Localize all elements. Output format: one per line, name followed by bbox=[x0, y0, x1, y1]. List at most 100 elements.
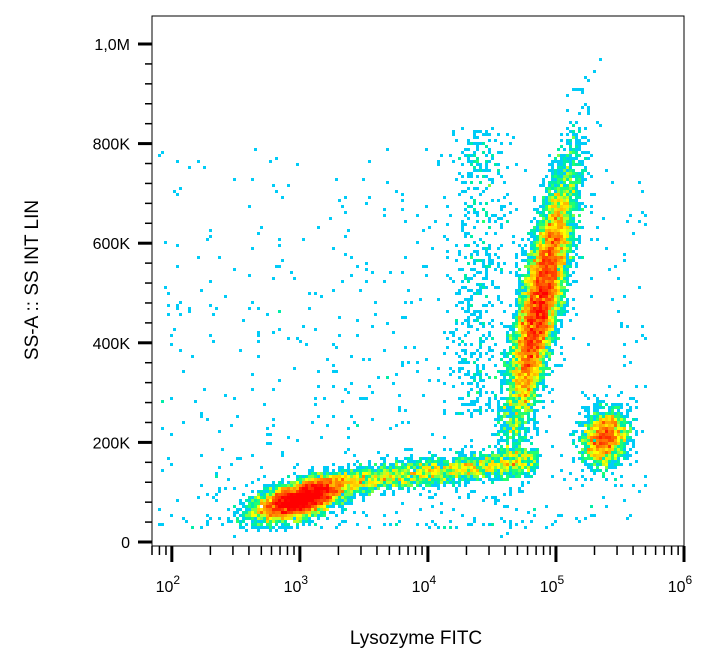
event-bin bbox=[488, 265, 491, 268]
event-bin bbox=[458, 250, 461, 253]
event-bin bbox=[605, 415, 608, 418]
event-bin bbox=[515, 397, 518, 400]
event-bin bbox=[527, 325, 530, 328]
event-bin bbox=[527, 394, 530, 397]
x-tick-label: 104 bbox=[412, 573, 437, 596]
event-bin bbox=[278, 502, 281, 505]
event-bin bbox=[539, 328, 542, 331]
event-bin bbox=[356, 484, 359, 487]
event-bin bbox=[572, 271, 575, 274]
event-bin bbox=[578, 139, 581, 142]
event-bin bbox=[554, 157, 557, 160]
event-bin bbox=[305, 493, 308, 496]
event-bin bbox=[509, 520, 512, 523]
event-bin bbox=[326, 358, 329, 361]
event-bin bbox=[500, 475, 503, 478]
event-bin bbox=[590, 418, 593, 421]
event-bin bbox=[266, 313, 269, 316]
event-bin bbox=[536, 280, 539, 283]
event-bin bbox=[539, 286, 542, 289]
event-bin bbox=[575, 280, 578, 283]
event-bin bbox=[551, 193, 554, 196]
event-bin bbox=[548, 265, 551, 268]
event-bin bbox=[524, 388, 527, 391]
event-bin bbox=[467, 154, 470, 157]
event-bin bbox=[500, 460, 503, 463]
event-bin bbox=[479, 340, 482, 343]
event-bin bbox=[635, 385, 638, 388]
event-bin bbox=[563, 256, 566, 259]
event-bin bbox=[521, 319, 524, 322]
event-bin bbox=[476, 220, 479, 223]
event-bin bbox=[320, 502, 323, 505]
event-bin bbox=[509, 460, 512, 463]
event-bin bbox=[482, 208, 485, 211]
event-bin bbox=[545, 526, 548, 529]
event-bin bbox=[167, 304, 170, 307]
event-bin bbox=[476, 214, 479, 217]
event-bin bbox=[353, 481, 356, 484]
event-bin bbox=[602, 412, 605, 415]
event-bin bbox=[437, 163, 440, 166]
event-bin bbox=[515, 406, 518, 409]
event-bin bbox=[254, 496, 257, 499]
event-bin bbox=[362, 478, 365, 481]
event-bin bbox=[308, 478, 311, 481]
event-bin bbox=[500, 322, 503, 325]
event-bin bbox=[572, 193, 575, 196]
event-bin bbox=[572, 460, 575, 463]
event-bin bbox=[542, 310, 545, 313]
event-bin bbox=[536, 289, 539, 292]
event-bin bbox=[569, 238, 572, 241]
event-bin bbox=[458, 193, 461, 196]
event-bin bbox=[464, 484, 467, 487]
event-bin bbox=[422, 481, 425, 484]
event-bin bbox=[476, 253, 479, 256]
event-bin bbox=[272, 505, 275, 508]
event-bin bbox=[518, 367, 521, 370]
event-bin bbox=[482, 385, 485, 388]
event-bin bbox=[341, 499, 344, 502]
event-bin bbox=[470, 298, 473, 301]
event-bin bbox=[170, 463, 173, 466]
event-bin bbox=[302, 517, 305, 520]
event-bin bbox=[566, 157, 569, 160]
event-bin bbox=[404, 463, 407, 466]
event-bin bbox=[263, 514, 266, 517]
event-bin bbox=[524, 325, 527, 328]
event-bin bbox=[491, 457, 494, 460]
event-bin bbox=[461, 448, 464, 451]
event-bin bbox=[377, 487, 380, 490]
event-bin bbox=[518, 355, 521, 358]
event-bin bbox=[353, 493, 356, 496]
event-bin bbox=[485, 163, 488, 166]
event-bin bbox=[296, 475, 299, 478]
event-bin bbox=[461, 268, 464, 271]
event-bin bbox=[482, 265, 485, 268]
event-bin bbox=[545, 280, 548, 283]
event-bin bbox=[563, 169, 566, 172]
event-bin bbox=[569, 229, 572, 232]
event-bin bbox=[485, 352, 488, 355]
event-bin bbox=[569, 250, 572, 253]
event-bin bbox=[302, 508, 305, 511]
event-bin bbox=[491, 391, 494, 394]
event-bin bbox=[368, 196, 371, 199]
event-bin bbox=[521, 397, 524, 400]
event-bin bbox=[269, 514, 272, 517]
event-bin bbox=[563, 172, 566, 175]
event-bin bbox=[500, 301, 503, 304]
event-bin bbox=[467, 262, 470, 265]
event-bin bbox=[473, 202, 476, 205]
event-bin bbox=[521, 391, 524, 394]
event-bin bbox=[176, 304, 179, 307]
event-bin bbox=[461, 163, 464, 166]
event-bin bbox=[275, 493, 278, 496]
event-bin bbox=[569, 157, 572, 160]
event-bin bbox=[509, 436, 512, 439]
event-bin bbox=[587, 445, 590, 448]
event-bin bbox=[275, 517, 278, 520]
event-bin bbox=[362, 499, 365, 502]
event-bin bbox=[530, 220, 533, 223]
event-bin bbox=[305, 475, 308, 478]
